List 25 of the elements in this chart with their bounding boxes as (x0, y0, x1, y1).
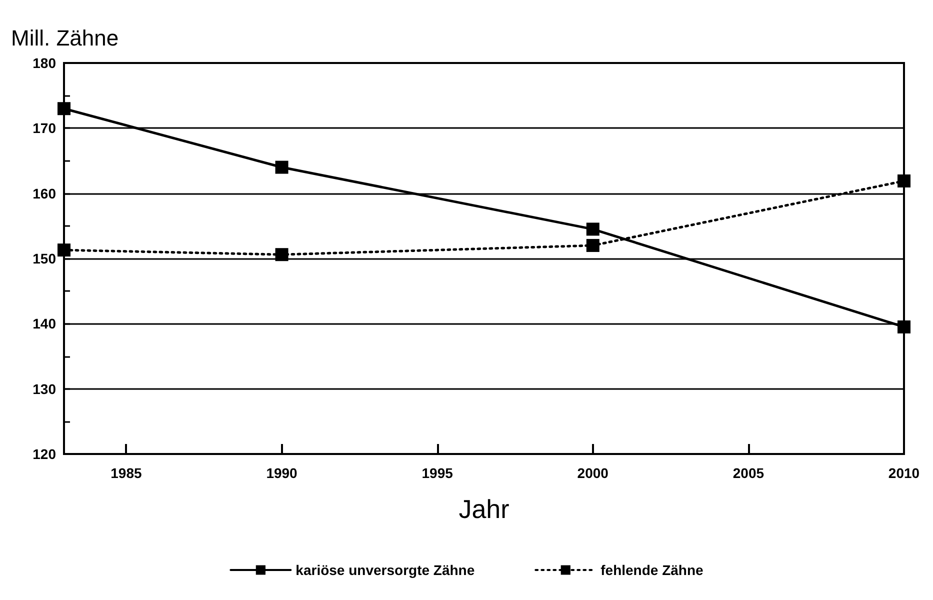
x-axis-title: Jahr (458, 494, 510, 524)
point (898, 320, 910, 334)
x-tick-label: 1985 (110, 465, 142, 481)
point (898, 174, 910, 188)
point (586, 238, 600, 252)
y-tick-label: 170 (32, 120, 56, 136)
x-tick-label: 1995 (422, 465, 454, 481)
y-tick-label: 140 (32, 316, 56, 332)
point (58, 102, 70, 116)
y-tick-label: 150 (32, 250, 56, 266)
x-tick-label: 2010 (888, 465, 920, 481)
x-tick-label: 1990 (266, 465, 298, 481)
point (275, 248, 288, 262)
x-tick-label: 2005 (732, 465, 764, 481)
point (58, 244, 70, 257)
x-tick-label: 2000 (577, 465, 609, 481)
y-tick-label: 130 (32, 380, 56, 397)
y-tick-label: 120 (32, 446, 56, 462)
y-tick-label: 160 (32, 185, 56, 202)
legend-label: fehlende Zähne (600, 562, 704, 578)
point (586, 222, 600, 236)
y-tick-label: 180 (32, 55, 56, 71)
y-axis-title: Mill. Zähne (11, 26, 119, 50)
point (275, 160, 288, 174)
legend-label: kariöse unversorgte Zähne (296, 562, 475, 578)
